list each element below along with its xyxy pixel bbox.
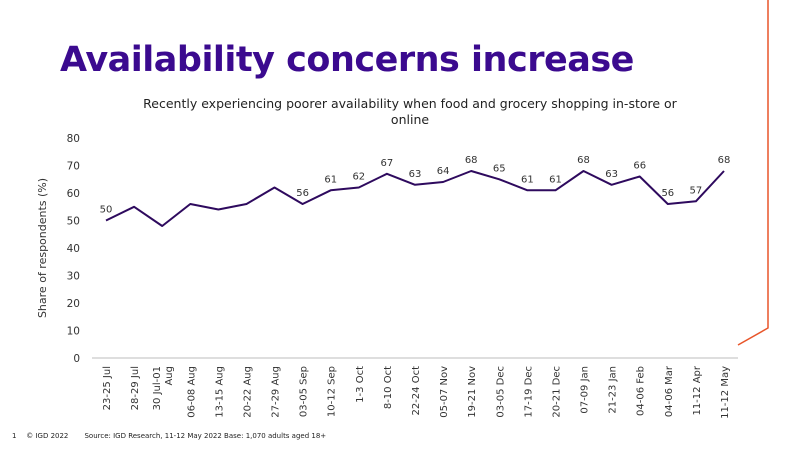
x-tick-label: 11-12 Apr: [692, 365, 703, 415]
x-tick-label: 30 Jul-01Aug: [152, 366, 175, 410]
x-tick-label: 03-05 Dec: [495, 366, 506, 418]
data-label: 66: [633, 161, 646, 172]
x-tick-label: 03-05 Sep: [299, 366, 310, 417]
y-tick-label: 20: [67, 298, 80, 310]
data-label: 65: [493, 163, 506, 174]
x-tick-label: 17-19 Dec: [523, 366, 534, 418]
data-label: 63: [409, 169, 422, 180]
x-tick-label: 11-12 May: [720, 366, 731, 419]
y-tick-label: 50: [67, 216, 80, 228]
data-label: 64: [437, 166, 450, 177]
data-label: 68: [465, 155, 478, 166]
data-label: 57: [690, 185, 703, 196]
x-tick-label: 21-23 Jan: [608, 366, 619, 414]
x-tick-label: 04-06 Mar: [664, 365, 675, 417]
data-label: 61: [549, 174, 562, 185]
y-tick-label: 30: [67, 271, 80, 283]
data-label: 50: [100, 205, 113, 216]
page-number: 1: [12, 432, 17, 440]
data-label: 61: [324, 174, 337, 185]
data-label: 62: [352, 172, 365, 183]
y-tick-label: 40: [67, 243, 80, 255]
data-label: 68: [718, 155, 731, 166]
y-tick-label: 60: [67, 188, 80, 200]
x-tick-label: 1-3 Oct: [355, 366, 366, 403]
data-label: 56: [661, 188, 674, 199]
x-tick-label: 10-12 Sep: [327, 366, 338, 417]
x-tick-label: 28-29 Jul: [130, 366, 141, 410]
x-tick-label: 05-07 Nov: [439, 366, 450, 418]
page-title: Availability concerns increase: [60, 40, 634, 80]
x-tick-label: 07-09 Jan: [580, 366, 591, 414]
y-tick-label: 0: [73, 353, 80, 365]
y-tick-label: 70: [67, 161, 80, 173]
chart-title: Recently experiencing poorer availabilit…: [143, 96, 677, 127]
data-label: 56: [296, 188, 309, 199]
x-tick-label-line2: Aug: [164, 366, 175, 386]
x-tick-label: 20-21 Dec: [551, 366, 562, 418]
x-tick-label: 20-22 Aug: [242, 366, 253, 418]
y-tick-label: 80: [67, 133, 80, 145]
y-tick-label: 10: [67, 326, 80, 338]
x-tick-label: 8-10 Oct: [383, 366, 394, 409]
data-label: 68: [577, 155, 590, 166]
y-axis-title: Share of respondents (%): [36, 178, 49, 318]
x-tick-label: 06-08 Aug: [186, 366, 197, 418]
accent-line: [737, 0, 769, 346]
data-label: 61: [521, 174, 534, 185]
x-tick-label: 13-15 Aug: [214, 366, 225, 418]
source-note: Source: IGD Research, 11-12 May 2022 Bas…: [84, 432, 327, 440]
data-label: 63: [605, 169, 618, 180]
x-tick-label-line1: 30 Jul-01: [152, 366, 163, 410]
series-line: [105, 170, 725, 227]
x-tick-label: 23-25 Jul: [102, 366, 113, 410]
x-tick-label: 19-21 Nov: [467, 366, 478, 418]
x-tick-label: 22-24 Oct: [411, 366, 422, 416]
copyright: © IGD 2022: [26, 432, 69, 440]
data-label: 67: [381, 158, 394, 169]
footer: 1 © IGD 2022 Source: IGD Research, 11-12…: [12, 432, 326, 440]
x-tick-label: 27-29 Aug: [271, 366, 282, 418]
x-tick-label: 04-06 Feb: [636, 366, 647, 416]
